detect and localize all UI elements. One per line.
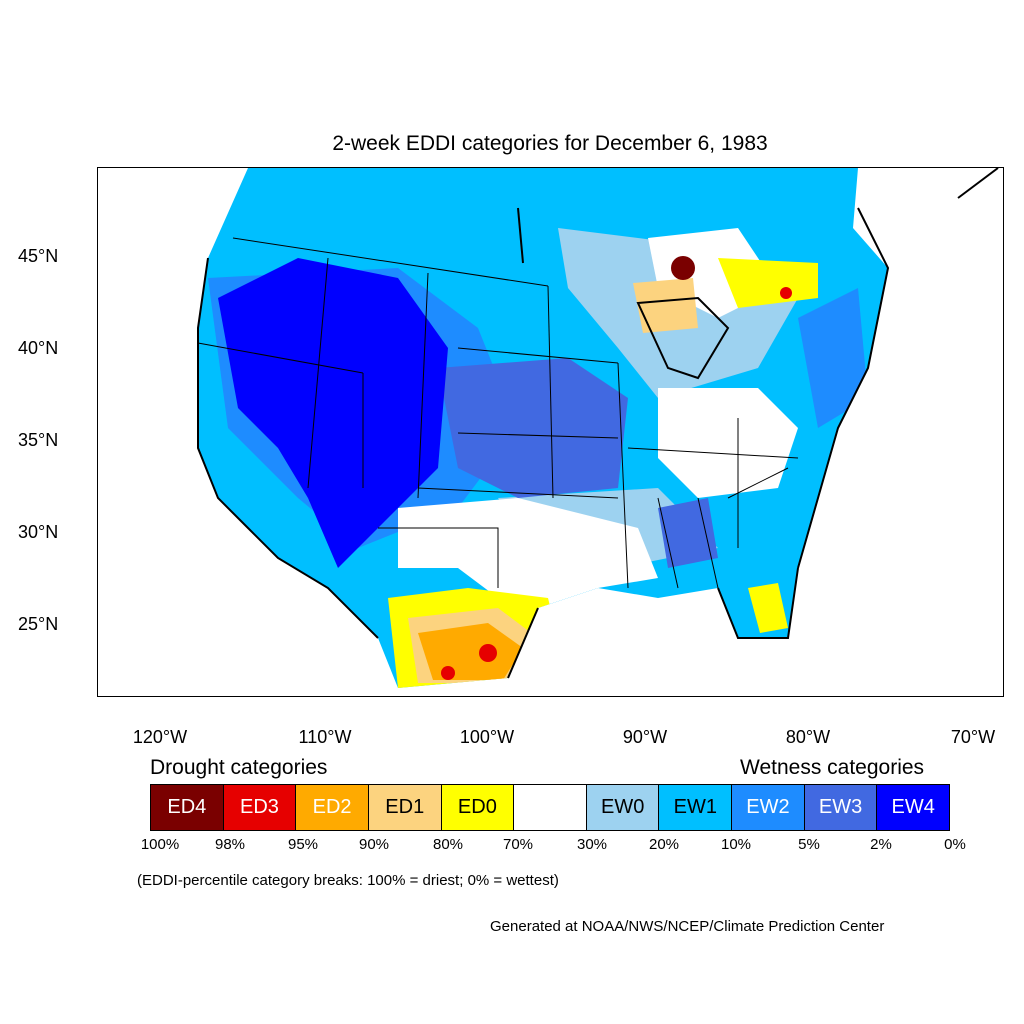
credit-line: Generated at NOAA/NWS/NCEP/Climate Predi… bbox=[490, 918, 885, 935]
lon-label-80w: 80°W bbox=[785, 727, 831, 747]
lon-label-110w: 110°W bbox=[298, 727, 352, 747]
legend-ed4-label: ED4 bbox=[167, 796, 207, 818]
legend-ed0: ED0 bbox=[441, 785, 515, 830]
legend-ed1-label: ED1 bbox=[385, 796, 425, 818]
legend-ed2-label: ED2 bbox=[312, 796, 352, 818]
lat-label-30n: 30°N bbox=[18, 522, 59, 542]
ew3-region-southeast bbox=[658, 498, 718, 568]
pct-break-70: 70% bbox=[502, 836, 534, 853]
legend-ed3-label: ED3 bbox=[240, 796, 279, 818]
coastlines bbox=[197, 168, 999, 679]
lat-label-40n: 40°N bbox=[18, 338, 59, 358]
ew3-region bbox=[438, 358, 628, 498]
ew2-region-east bbox=[798, 288, 868, 428]
pct-break-0: 0% bbox=[944, 836, 966, 853]
pct-break-100: 100% bbox=[140, 836, 180, 853]
legend-ew1: EW1 bbox=[659, 785, 733, 830]
lon-label-100w: 100°W bbox=[459, 727, 515, 747]
ew4-region bbox=[218, 258, 448, 568]
legend-ed1: ED1 bbox=[368, 785, 442, 830]
legend-note: (EDDI-percentile category breaks: 100% =… bbox=[137, 872, 559, 889]
ed3-spot-quebec bbox=[780, 287, 792, 299]
ed0-region-florida bbox=[748, 583, 788, 633]
eddi-map bbox=[197, 168, 999, 688]
lat-label-35n: 35°N bbox=[18, 430, 59, 450]
pct-break-90: 90% bbox=[358, 836, 390, 853]
pct-break-80: 80% bbox=[432, 836, 464, 853]
pct-break-2: 2% bbox=[870, 836, 892, 853]
lon-label-70w: 70°W bbox=[950, 727, 996, 747]
normal-region-south bbox=[398, 498, 658, 608]
drought-heading: Drought categories bbox=[150, 756, 328, 779]
normal-region-midwest bbox=[658, 388, 798, 498]
legend-ed2: ED2 bbox=[296, 785, 369, 830]
legend-ew2-label: EW2 bbox=[746, 796, 790, 818]
pct-break-95: 95% bbox=[287, 836, 319, 853]
legend-ed0-label: ED0 bbox=[457, 796, 497, 818]
map-title: 2-week EDDI categories for December 6, 1… bbox=[332, 132, 768, 155]
legend-ed4: ED4 bbox=[151, 785, 224, 830]
legend-ew1-label: EW1 bbox=[673, 796, 717, 818]
pct-break-30: 30% bbox=[576, 836, 608, 853]
legend-ew4: EW4 bbox=[877, 785, 950, 830]
state-boundaries bbox=[197, 237, 799, 589]
legend-ew3: EW3 bbox=[804, 785, 878, 830]
legend-normal bbox=[514, 785, 587, 830]
legend-ed3: ED3 bbox=[223, 785, 297, 830]
lon-label-120w: 120°W bbox=[132, 727, 188, 747]
ed3-spot-texas bbox=[479, 644, 497, 662]
lat-label-25n: 25°N bbox=[18, 614, 59, 634]
pct-break-5: 5% bbox=[798, 836, 820, 853]
pct-break-20: 20% bbox=[648, 836, 680, 853]
map-panel bbox=[97, 167, 1004, 697]
ed2-region-texas bbox=[418, 623, 523, 680]
ed3-spot-texas-2 bbox=[441, 666, 455, 680]
ed1-region-ontario bbox=[633, 278, 698, 333]
legend-ew4-label: EW4 bbox=[891, 796, 935, 818]
ed0-region-ontario bbox=[718, 258, 818, 308]
ed4-spot-ontario bbox=[671, 256, 695, 280]
pct-break-10: 10% bbox=[720, 836, 752, 853]
legend-ew2: EW2 bbox=[732, 785, 805, 830]
legend-ew0: EW0 bbox=[586, 785, 660, 830]
lon-label-90w: 90°W bbox=[622, 727, 668, 747]
pct-break-98: 98% bbox=[214, 836, 246, 853]
lat-label-45n: 45°N bbox=[18, 246, 59, 266]
category-legend: ED4 ED3 ED2 ED1 ED0 EW0 EW1 EW2 EW3 EW4 bbox=[150, 784, 950, 831]
legend-ew0-label: EW0 bbox=[600, 796, 645, 818]
wetness-heading: Wetness categories bbox=[740, 756, 925, 779]
legend-ew3-label: EW3 bbox=[818, 796, 863, 818]
